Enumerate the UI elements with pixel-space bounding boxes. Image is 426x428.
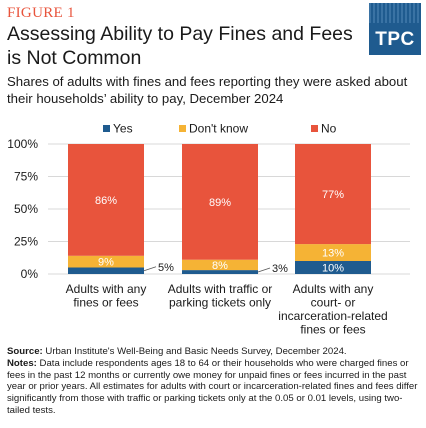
source-line: Source: Urban Institute's Well-Being and… [7,346,421,358]
category-label-2-0: Adults with any [293,282,374,296]
category-label-2-3: fines or fees [300,323,365,337]
category-label-0-0: Adults with any [66,282,147,296]
leader-line-0 [143,266,157,272]
legend-label-1: Don't know [189,122,248,136]
category-label-1-1: parking tickets only [169,296,271,310]
category-label-2-1: court- or [311,296,356,310]
bar-2-yes [295,261,371,274]
data-label-2-yes: 10% [322,263,344,275]
y-tick-label-2: 50% [14,202,38,216]
data-label-0-dont_know: 9% [98,257,114,269]
logo-pattern [369,3,421,23]
bar-1-no [182,144,258,260]
data-label-0-no: 86% [95,195,117,207]
bar-0-yes [68,267,144,274]
chart-subtitle: Shares of adults with fines and fees rep… [7,74,408,106]
legend-label-2: No [321,122,337,136]
source-label: Source: [7,346,43,357]
data-label-0-yes: 5% [158,262,174,274]
leader-line-1 [257,267,271,273]
notes-line: Notes: Data include respondents ages 18 … [7,358,421,417]
bar-0-no [68,144,144,256]
bar-1-dont_know [182,259,258,271]
y-tick-label-0: 0% [21,267,39,281]
source-notes: Source: Urban Institute's Well-Being and… [7,346,421,417]
chart-title: Assessing Ability to Pay Fines and Fees … [7,23,353,69]
legend-swatch-2 [311,125,318,132]
bar-2-no [295,144,371,245]
bar-0-dont_know [68,255,144,268]
category-label-0-1: fines or fees [73,296,138,310]
data-label-1-no: 89% [209,197,231,209]
data-label-1-yes: 3% [272,263,288,275]
stacked-bar-chart: Yes Don't know No 0% 25% 50% 75% 100% 5% 9% 86% Adu… [7,122,410,337]
legend-swatch-0 [103,125,110,132]
category-label-1-0: Adults with traffic or [168,282,272,296]
bar-1-yes [182,270,258,274]
source-text: Urban Institute's Well-Being and Basic N… [45,346,347,357]
category-label-2-2: incarceration-related [278,309,387,323]
data-label-2-no: 77% [322,189,344,201]
bar-2-dont_know [295,244,371,261]
legend-swatch-1 [179,125,186,132]
notes-text: Data include respondents ages 18 to 64 o… [7,357,418,416]
notes-label: Notes: [7,357,37,369]
logo-text: TPC [375,29,415,50]
data-label-2-dont_know: 13% [322,248,344,260]
data-label-1-dont_know: 8% [212,260,228,272]
figure-label: FIGURE 1 [7,5,75,21]
y-tick-label-1: 25% [14,235,38,249]
y-tick-label-4: 100% [7,137,38,151]
y-tick-label-3: 75% [14,170,38,184]
tpc-logo: TPC [369,3,421,55]
legend-label-0: Yes [113,122,133,136]
